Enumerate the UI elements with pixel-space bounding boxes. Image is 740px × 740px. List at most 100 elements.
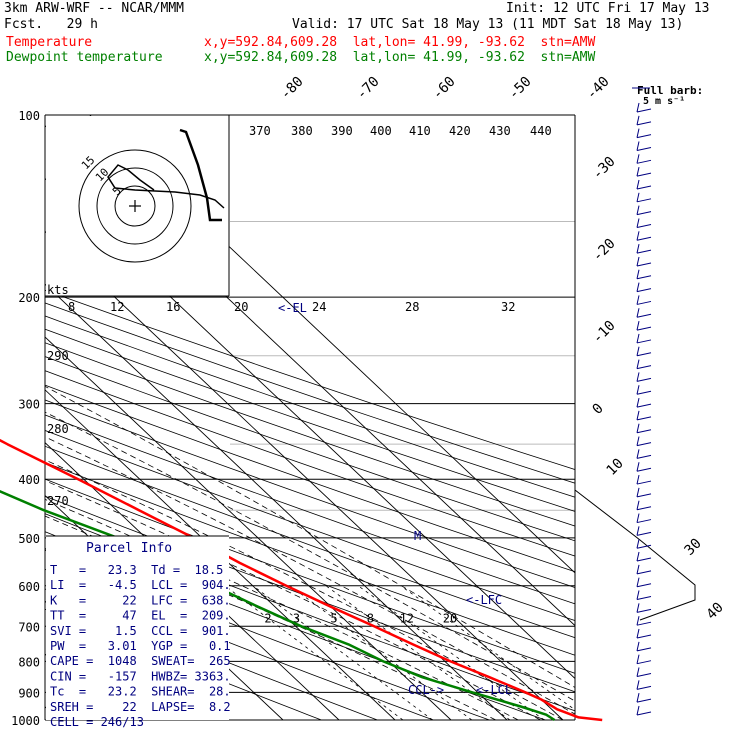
parcel-info-row: SREH = 22 LAPSE= 8.2 [50,700,231,714]
temperature-location: x,y=592.84,609.28 lat,lon= 41.99, -93.62… [204,35,596,50]
wind-barb-staff [636,557,652,562]
wind-barb-staff [636,339,652,344]
forecast-hour: Fcst. 29 h [4,17,98,32]
wind-barb-flag [636,410,640,421]
barb-legend-units: 5 m s⁻¹ [643,96,685,107]
wind-barb-staff [636,134,652,139]
wind-barb-flag [636,385,640,395]
wind-barb-flag [636,359,640,369]
hodograph-trace-upper [179,128,222,222]
wind-barb-flag [636,667,640,677]
wind-barb-staff [636,531,652,536]
wind-barb-staff [636,429,652,434]
wind-barb-staff [636,647,652,652]
wind-barb-staff [636,326,652,331]
wind-barb-staff [636,262,652,267]
theta-label: 430 [489,124,511,138]
dewpoint-legend-label: Dewpoint temperature [6,50,163,65]
mixing-ratio-label: 3 [293,612,300,626]
wind-barb-flag [636,654,640,664]
wind-barb-flag [636,167,640,177]
isotherm-line [0,115,3,720]
dry-adiabat-line [45,462,575,656]
wind-barb-flag [636,500,640,510]
pressure-tick-label: 900 [18,686,40,700]
dry-adiabat-line [45,384,575,573]
speed-scale-label: 24 [312,300,326,314]
sounding-annotation: M [414,529,421,543]
wind-barb-staff [636,454,652,459]
dewpoint-profile-line [0,489,556,722]
moist-adiabat-line [45,480,541,720]
dry-adiabat-line [45,328,575,512]
wind-barb-flag [636,320,640,331]
wind-barb-flag [636,205,640,215]
dry-adiabat-line [45,342,575,527]
wind-barb-staff [636,236,652,241]
wind-barb-flag [636,590,640,600]
wind-barb-staff [636,621,652,626]
theta-label: 420 [449,124,471,138]
wind-barb-flag [636,102,640,113]
isotherm-label: -10 [590,318,619,347]
isotherm-line [45,230,564,720]
wind-barb-staff [636,583,652,588]
speed-scale-label: 28 [405,300,419,314]
isotherm-label: -50 [506,74,535,103]
wind-barb-staff [636,416,652,421]
wind-barb-staff [636,544,652,549]
wind-barb-flag [636,564,640,574]
parcel-info-row: K = 22 LFC = 638. [50,593,231,607]
wind-barb-staff [636,480,652,485]
wind-barb-staff [636,249,652,254]
wind-barb-flag [636,526,640,536]
mixing-ratio-label: 2 [264,612,271,626]
sounding-annotation: <-LCL [476,683,512,697]
speed-scale-label: 12 [110,300,124,314]
wind-barb-staff [636,172,652,177]
moist-adiabat-line [45,498,519,720]
pressure-tick-label: 800 [18,655,40,669]
wind-barb-flag [636,282,640,292]
wind-barb-staff [636,185,652,190]
barb-legend-label: Full barb: [637,84,703,97]
wind-barb-staff [636,467,652,472]
dry-adiabat-line [45,445,575,639]
theta-label: 270 [47,494,69,508]
wind-barb-flag [636,128,640,138]
wind-barb-flag [636,539,640,549]
pressure-tick-label: 400 [18,473,40,487]
dewpoint-location: x,y=592.84,609.28 lat,lon= 41.99, -93.62… [204,50,596,65]
wind-barb-staff [636,300,652,305]
mixing-ratio-label: 12 [400,612,414,626]
wind-barb-staff [636,685,652,690]
wind-barb-staff [636,365,652,370]
theta-label: 290 [47,349,69,363]
parcel-info-title: Parcel Info [86,541,172,556]
wind-barb-staff [636,634,652,639]
wind-barb-staff [636,275,652,280]
chart-edge-line [574,489,696,621]
hodograph-trace-lower [107,164,225,209]
wind-barb-staff [636,506,652,511]
wind-barb-staff [636,698,652,703]
wind-barb-staff [636,711,652,716]
theta-label: 410 [409,124,431,138]
wind-barb-flag [636,462,640,472]
wind-barb-flag [636,705,640,716]
wind-barb-staff [636,121,652,126]
wind-barb-flag [636,436,640,446]
pressure-tick-label: 300 [18,398,40,412]
wind-barb-flag [636,372,640,382]
dry-adiabat-line [45,478,575,674]
wind-barb-flag [636,577,640,587]
parcel-info-row: CIN = -157 HWBZ= 3363. [50,669,231,683]
parcel-info-row: Tc = 23.2 SHEAR= 28. [50,685,231,699]
wind-barb-staff [636,519,652,524]
sounding-annotation: <-LFC [466,593,502,607]
wind-barb-staff [636,442,652,447]
parcel-info-row: SVI = 1.5 CCL = 901. [50,624,231,638]
parcel-info-row: T = 23.3 Td = 18.5 [50,563,223,577]
init-time: Init: 12 UTC Fri 17 May 13 [506,1,710,16]
wind-barb-flag [636,295,640,305]
